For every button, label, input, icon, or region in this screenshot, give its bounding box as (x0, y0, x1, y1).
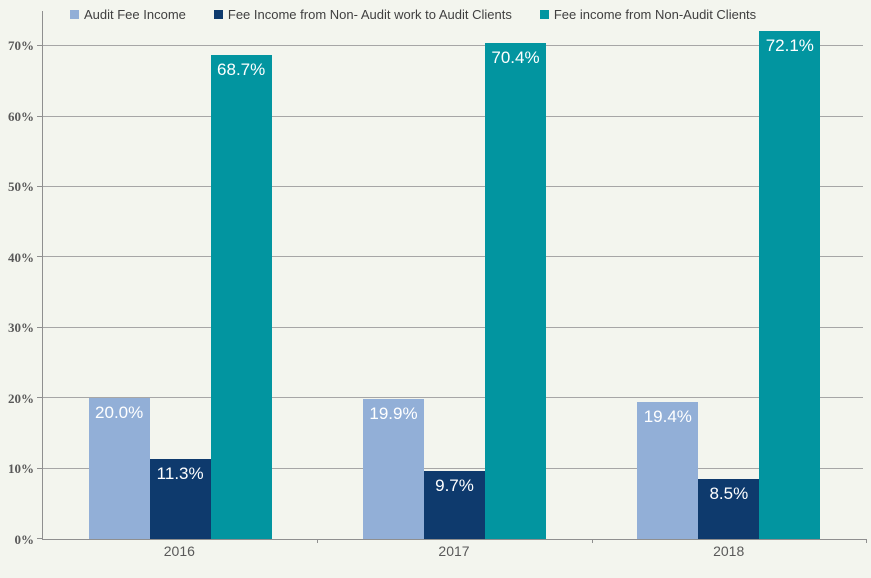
bar-value-label: 68.7% (217, 60, 266, 80)
y-axis-tick (37, 45, 43, 47)
y-axis-tick-label: 40% (8, 249, 34, 265)
y-axis-tick (37, 256, 43, 258)
gridline (43, 186, 863, 187)
legend-item-fee-income-non-audit-work: Fee Income from Non- Audit work to Audit… (213, 7, 512, 22)
bar-value-label: 19.9% (369, 403, 418, 423)
bar-value-label: 20.0% (95, 403, 144, 423)
legend-swatch-icon (539, 10, 549, 19)
bar-value-label: 72.1% (765, 36, 814, 56)
bar-group-2018: 19.4% 8.5% 72.1% (592, 11, 866, 539)
gridline (43, 45, 863, 47)
bar-non-audit-clients-2017: 70.4% (484, 43, 546, 539)
y-axis-tick (37, 326, 43, 328)
x-axis-boundary-tick (866, 539, 867, 543)
bar-group-2016: 20.0% 11.3% 68.7% (43, 11, 317, 539)
bar-non-audit-work-2018: 8.5% (698, 479, 760, 539)
y-axis-tick (37, 538, 43, 539)
bar-non-audit-clients-2018: 72.1% (759, 31, 821, 539)
bar-audit-fee-income-2018: 19.4% (637, 402, 699, 539)
gridline (43, 256, 863, 258)
bar-value-label: 11.3% (156, 464, 204, 484)
bar-value-label: 19.4% (643, 407, 692, 427)
legend-label: Fee income from Non-Audit Clients (553, 7, 757, 22)
bar-audit-fee-income-2017: 19.9% (362, 398, 424, 539)
bar-value-label: 70.4% (491, 48, 540, 68)
legend-item-audit-fee-income: Audit Fee Income (70, 7, 186, 22)
y-axis-tick (37, 397, 43, 399)
legend-label: Audit Fee Income (84, 7, 186, 22)
y-axis-tick-label: 20% (8, 390, 34, 406)
bar-value-label: 8.5% (709, 484, 749, 504)
y-axis-tick-label: 0% (14, 532, 35, 547)
legend-swatch-icon (213, 10, 223, 19)
bar-non-audit-clients-2016: 68.7% (210, 55, 272, 539)
legend: Audit Fee Income Fee Income from Non- Au… (70, 7, 756, 22)
bar-audit-fee-income-2016: 20.0% (88, 398, 150, 539)
x-axis-boundary-tick (317, 539, 319, 543)
gridline (43, 326, 863, 328)
gridline (43, 397, 863, 399)
gridline (43, 115, 863, 117)
y-axis: 0% 10% 20% 30% 40% 50% 60% 70% (0, 11, 34, 547)
legend-label: Fee Income from Non- Audit work to Audit… (227, 7, 512, 22)
y-axis-tick (37, 467, 43, 469)
x-axis-boundary-tick (591, 539, 593, 543)
x-axis-label-2016: 2016 (163, 543, 195, 559)
y-axis-tick-label: 70% (8, 38, 34, 54)
x-axis: 2016 2017 2018 (42, 543, 866, 559)
y-axis-tick-label: 50% (8, 179, 34, 195)
x-axis-label-2018: 2018 (713, 543, 745, 559)
bar-groups: 20.0% 11.3% 68.7% 19.9% 9.7% 70.4% (43, 11, 866, 539)
y-axis-tick-label: 10% (8, 461, 34, 477)
legend-item-fee-income-non-audit-clients: Fee income from Non-Audit Clients (539, 7, 757, 22)
legend-swatch-icon (70, 10, 79, 19)
y-axis-tick-label: 30% (8, 320, 34, 336)
y-axis-tick (37, 115, 43, 117)
bar-non-audit-work-2017: 9.7% (423, 470, 485, 539)
plot-area: 20.0% 11.3% 68.7% 19.9% 9.7% 70.4% (37, 11, 867, 543)
bar-group-2017: 19.9% 9.7% 70.4% (317, 11, 591, 539)
y-axis-tick-label: 60% (8, 108, 34, 124)
x-axis-label-2017: 2017 (438, 543, 470, 559)
gridline (43, 467, 863, 469)
bar-non-audit-work-2016: 11.3% (149, 459, 211, 539)
y-axis-tick (37, 186, 43, 187)
bar-value-label: 9.7% (435, 475, 474, 495)
